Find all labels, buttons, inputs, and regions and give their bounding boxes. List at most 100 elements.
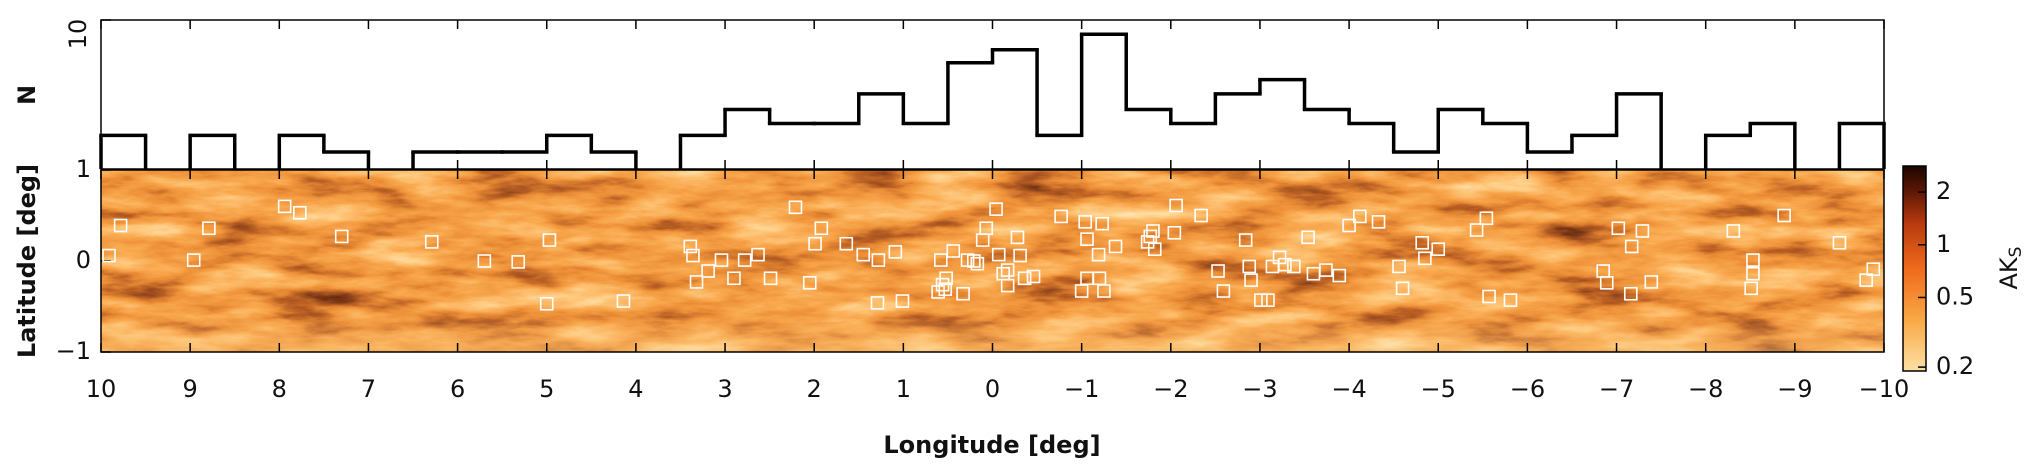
x-tick-label: −9 <box>1777 375 1812 403</box>
source-marker <box>1746 253 1760 267</box>
source-marker <box>1147 242 1162 256</box>
x-axis-label: Longitude [deg] <box>883 431 1100 459</box>
source-marker <box>1242 259 1257 274</box>
source-marker <box>113 218 128 233</box>
source-marker <box>1026 269 1041 284</box>
x-tick-label: −6 <box>1510 375 1545 403</box>
source-marker <box>1095 216 1109 231</box>
source-marker <box>1644 275 1659 289</box>
source-marker <box>277 199 292 214</box>
source-marker <box>1211 264 1225 278</box>
source-marker <box>938 282 953 297</box>
source-marker <box>1415 236 1430 250</box>
source-marker <box>701 264 715 278</box>
source-marker <box>1635 224 1650 238</box>
source-marker <box>1746 266 1760 281</box>
source-marker <box>1611 221 1626 236</box>
x-tick-label: −8 <box>1688 375 1723 403</box>
source-marker <box>1169 198 1183 213</box>
source-marker <box>686 248 700 263</box>
x-tick-label: −3 <box>1242 375 1277 403</box>
source-marker <box>202 221 216 236</box>
source-marker <box>1017 271 1032 286</box>
colorbar-tick-label: 1 <box>1936 230 1951 258</box>
source-marker <box>1599 276 1614 290</box>
source-marker <box>1146 224 1160 238</box>
x-tick-label: 3 <box>717 375 732 403</box>
source-marker <box>1278 257 1292 272</box>
source-marker <box>542 233 557 247</box>
source-marker <box>856 247 871 262</box>
source-marker <box>1392 259 1406 274</box>
source-marker <box>1866 262 1881 276</box>
x-tick-label: 8 <box>272 375 287 403</box>
source-marker <box>788 200 803 215</box>
source-marker <box>991 247 1006 262</box>
source-marker <box>979 221 994 236</box>
x-tick-label: 0 <box>985 375 1000 403</box>
source-marker <box>1287 259 1301 274</box>
source-marker <box>1194 208 1208 223</box>
source-marker <box>727 271 741 286</box>
x-tick-label: −7 <box>1599 375 1634 403</box>
source-marker <box>1726 224 1741 238</box>
colorbar-label-sub: S <box>2006 247 2026 258</box>
source-marker <box>424 235 439 249</box>
source-marker <box>616 294 631 308</box>
source-marker <box>1395 281 1410 296</box>
source-marker <box>1054 209 1068 224</box>
x-tick-label: 2 <box>807 375 822 403</box>
source-marker <box>1078 215 1093 229</box>
source-marker <box>1238 233 1253 247</box>
source-marker <box>1352 209 1367 224</box>
source-marker <box>1624 239 1639 254</box>
x-tick-label: 5 <box>539 375 554 403</box>
x-tick-label: −1 <box>1064 375 1099 403</box>
source-marker <box>1167 225 1182 240</box>
y-tick-label: 1 <box>76 155 91 183</box>
source-marker <box>888 245 903 259</box>
source-marker <box>1744 281 1758 296</box>
colorbar-label: AKS <box>1995 247 2026 290</box>
x-tick-label: −5 <box>1421 375 1456 403</box>
source-marker <box>1013 248 1027 263</box>
colorbar-label-main: AK <box>1995 256 2023 289</box>
source-marker <box>1503 293 1518 307</box>
x-tick-label: 1 <box>896 375 911 403</box>
y-tick-label: 10 <box>64 19 92 50</box>
source-marker <box>293 205 307 220</box>
source-marker <box>1244 273 1258 287</box>
source-marker <box>1261 293 1275 307</box>
x-tick-label: 9 <box>183 375 198 403</box>
source-marker <box>1010 230 1025 245</box>
source-marker <box>989 202 1003 216</box>
colorbar-tick-label: 0.5 <box>1936 282 1974 310</box>
source-marker <box>870 296 885 310</box>
y-tick-label: 0 <box>76 246 91 274</box>
source-marker <box>946 244 961 258</box>
x-tick-label: −10 <box>1859 375 1910 403</box>
source-marker <box>802 276 817 290</box>
source-marker <box>956 286 970 301</box>
hist-y-label: N <box>13 85 41 105</box>
source-marker <box>1080 232 1094 246</box>
source-marker <box>186 253 201 267</box>
source-marker <box>814 221 829 236</box>
x-tick-label: −2 <box>1153 375 1188 403</box>
source-marker <box>751 247 765 262</box>
x-tick-label: −4 <box>1331 375 1366 403</box>
source-marker <box>1091 247 1106 262</box>
y-tick-label: −1 <box>56 337 91 365</box>
x-tick-label: 4 <box>628 375 643 403</box>
source-marker <box>871 253 886 267</box>
source-marker <box>1479 211 1494 226</box>
source-marker <box>935 277 950 292</box>
source-marker <box>1332 268 1347 283</box>
hist-frame <box>100 19 1885 170</box>
source-marker <box>1254 293 1268 307</box>
source-marker <box>1469 223 1484 237</box>
source-marker <box>1482 289 1496 304</box>
map-frame <box>100 169 1885 353</box>
source-marker <box>737 253 752 267</box>
